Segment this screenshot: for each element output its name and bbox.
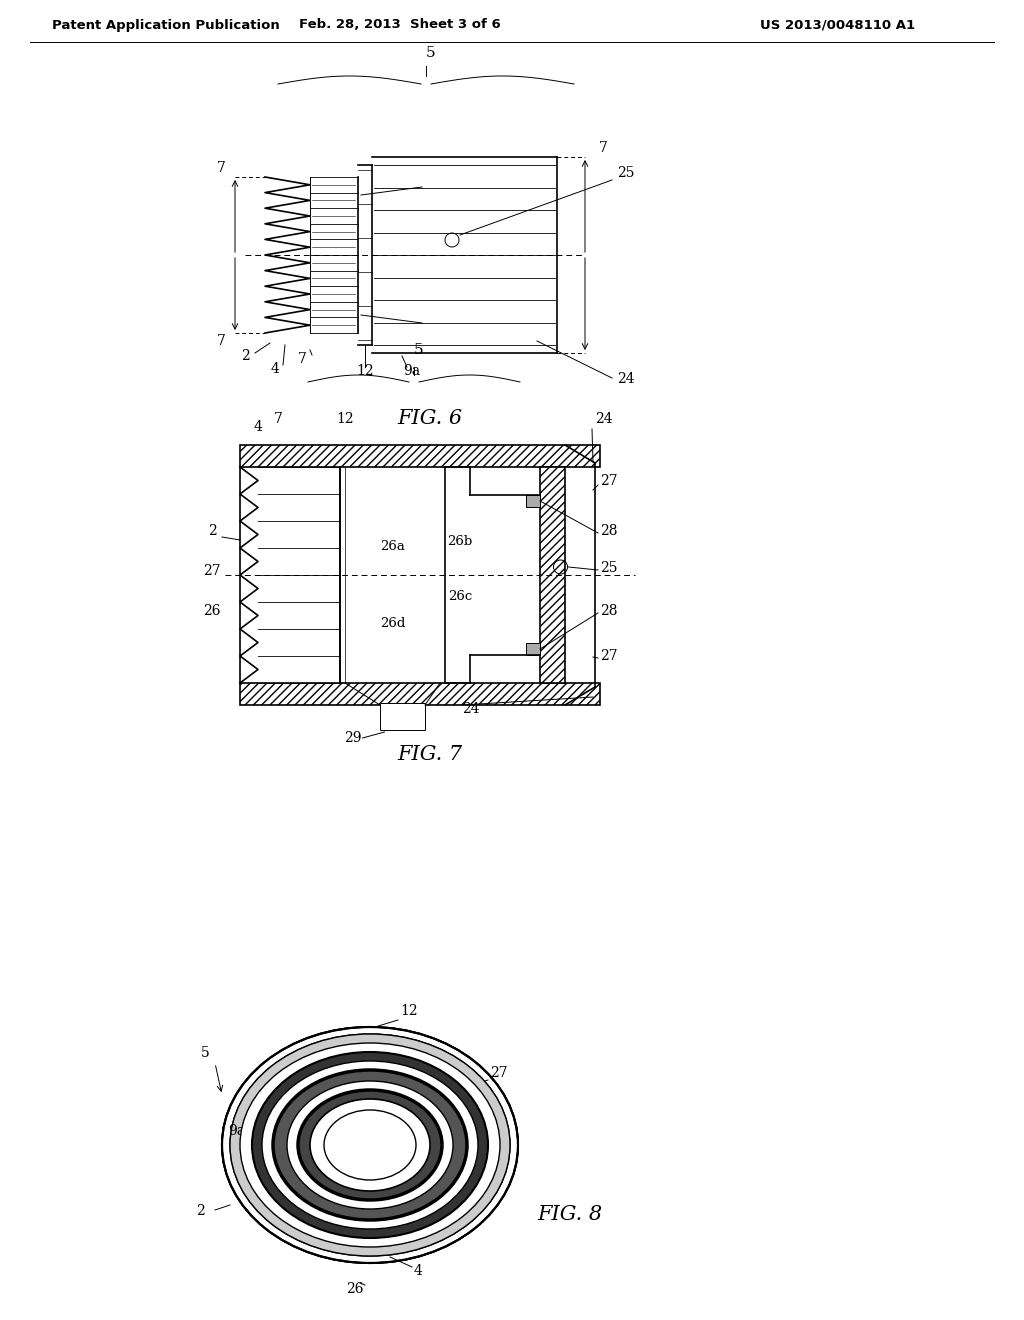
Text: 25: 25 [617, 166, 635, 180]
Text: 24: 24 [463, 702, 480, 715]
Text: 26: 26 [346, 1282, 364, 1296]
Text: 5: 5 [426, 46, 436, 59]
Text: 26: 26 [203, 605, 221, 618]
Bar [526, 495, 540, 507]
Text: 7: 7 [216, 161, 225, 176]
Text: 28: 28 [600, 605, 617, 618]
Text: 4: 4 [254, 420, 262, 434]
Ellipse shape [298, 1090, 442, 1200]
Text: 26b: 26b [447, 535, 473, 548]
Text: 24: 24 [595, 412, 612, 426]
Text: 5: 5 [202, 1045, 210, 1060]
Text: 7: 7 [599, 141, 608, 154]
Text: 12: 12 [400, 1005, 418, 1018]
Text: 5: 5 [414, 343, 424, 356]
Ellipse shape [324, 1110, 416, 1180]
Text: 12: 12 [356, 364, 374, 378]
Text: 9a: 9a [478, 1119, 496, 1133]
Ellipse shape [222, 1027, 518, 1263]
Bar [526, 643, 540, 655]
Text: 27: 27 [490, 1067, 508, 1080]
Text: 7: 7 [298, 352, 306, 366]
Text: 9a: 9a [403, 364, 421, 378]
Text: 29: 29 [344, 731, 361, 744]
Text: 4: 4 [270, 362, 280, 376]
Bar [240, 445, 600, 467]
Text: FIG. 7: FIG. 7 [397, 746, 463, 764]
Text: 2: 2 [196, 1204, 205, 1218]
Text: 27: 27 [600, 474, 617, 488]
Text: 7: 7 [216, 334, 225, 348]
Text: 26d: 26d [380, 616, 406, 630]
Text: 9a: 9a [228, 1125, 245, 1138]
Ellipse shape [310, 1100, 430, 1191]
Text: 29: 29 [460, 1166, 477, 1180]
Ellipse shape [240, 1043, 500, 1247]
Text: 27: 27 [600, 649, 617, 663]
Text: US 2013/0048110 A1: US 2013/0048110 A1 [760, 18, 915, 32]
Text: FIG. 8: FIG. 8 [538, 1205, 602, 1225]
Text: 26a: 26a [380, 540, 404, 553]
Text: 28: 28 [600, 524, 617, 539]
Text: 12: 12 [336, 412, 354, 426]
Text: Patent Application Publication: Patent Application Publication [52, 18, 280, 32]
Text: 25: 25 [600, 561, 617, 576]
Text: 2: 2 [208, 524, 216, 539]
Ellipse shape [273, 1071, 467, 1220]
Ellipse shape [252, 1052, 488, 1238]
Text: 27: 27 [203, 564, 221, 578]
Text: 7: 7 [273, 412, 283, 426]
Text: FIG. 6: FIG. 6 [397, 408, 463, 428]
Ellipse shape [230, 1034, 510, 1257]
Text: 2: 2 [241, 348, 250, 363]
Ellipse shape [287, 1081, 453, 1209]
Text: 24: 24 [617, 372, 635, 385]
Text: 26c: 26c [447, 590, 472, 603]
Bar [540, 467, 565, 682]
Text: 4: 4 [414, 1265, 423, 1278]
Text: Feb. 28, 2013  Sheet 3 of 6: Feb. 28, 2013 Sheet 3 of 6 [299, 18, 501, 32]
Bar [240, 682, 600, 705]
Ellipse shape [262, 1061, 478, 1229]
Bar [380, 704, 425, 730]
